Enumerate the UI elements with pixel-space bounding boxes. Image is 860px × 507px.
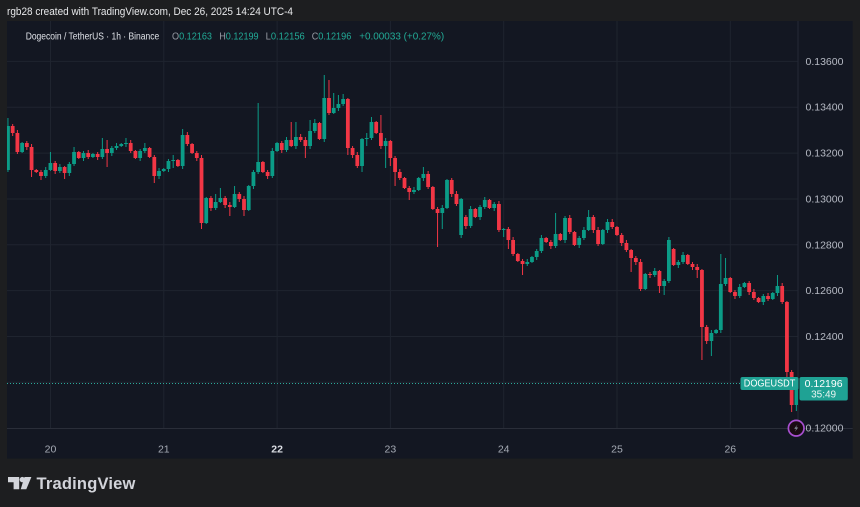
svg-text:TradingView: TradingView (37, 475, 136, 493)
svg-text:0.12000: 0.12000 (806, 423, 844, 435)
svg-text:22: 22 (271, 444, 283, 456)
svg-text:0.13000: 0.13000 (806, 193, 844, 205)
svg-text:Dogecoin / TetherUS · 1h · Bin: Dogecoin / TetherUS · 1h · Binance (26, 30, 160, 42)
svg-text:0.12400: 0.12400 (806, 331, 844, 343)
svg-text:0.13200: 0.13200 (806, 148, 844, 160)
svg-text:26: 26 (724, 444, 736, 456)
svg-text:H0.12199: H0.12199 (219, 30, 259, 42)
svg-text:35:49: 35:49 (811, 390, 836, 401)
svg-text:24: 24 (498, 444, 510, 456)
svg-text:0.13400: 0.13400 (806, 102, 844, 114)
svg-text:+0.00033 (+0.27%): +0.00033 (+0.27%) (359, 30, 444, 42)
svg-text:C0.12196: C0.12196 (312, 30, 352, 42)
svg-text:0.12800: 0.12800 (806, 239, 844, 251)
svg-text:0.13600: 0.13600 (806, 56, 844, 68)
svg-text:DOGEUSDT: DOGEUSDT (744, 379, 796, 390)
svg-text:rgb28 created with TradingView: rgb28 created with TradingView.com, Dec … (7, 6, 293, 18)
svg-text:25: 25 (611, 444, 623, 456)
svg-text:O0.12163: O0.12163 (172, 30, 212, 42)
svg-text:L0.12156: L0.12156 (266, 30, 305, 42)
svg-text:0.12196: 0.12196 (805, 378, 843, 390)
svg-text:20: 20 (45, 444, 57, 456)
svg-text:0.12600: 0.12600 (806, 285, 844, 297)
svg-text:21: 21 (158, 444, 170, 456)
svg-text:23: 23 (385, 444, 397, 456)
